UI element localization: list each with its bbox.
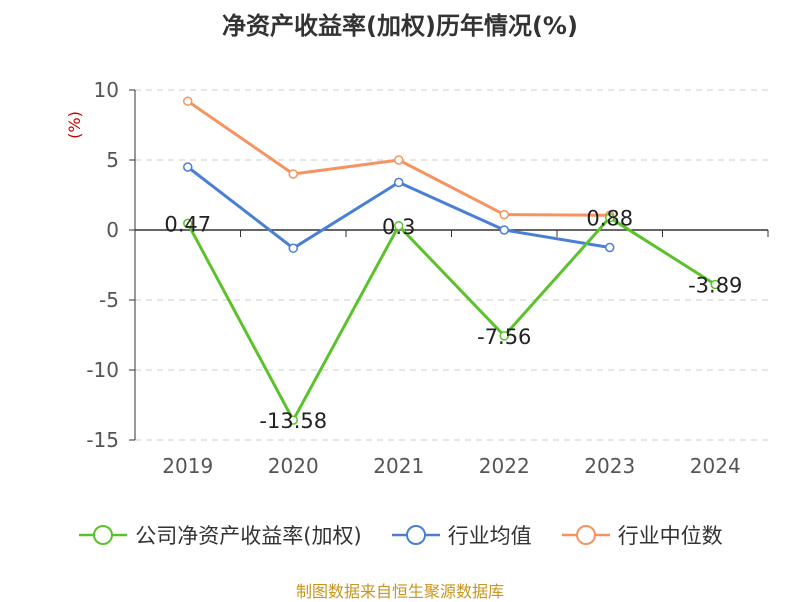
data-point xyxy=(499,225,509,235)
y-tick-label: -5 xyxy=(99,288,119,312)
data-point xyxy=(499,331,509,341)
data-point xyxy=(288,243,298,253)
legend-item[interactable]: 行业均值 xyxy=(390,520,532,550)
data-point xyxy=(394,177,404,188)
legend-item[interactable]: 公司净资产收益率(加权) xyxy=(77,520,362,550)
legend-marker xyxy=(575,525,596,545)
legend: 公司净资产收益率(加权) 行业均值 行业中位数 xyxy=(0,520,800,550)
data-point xyxy=(183,218,193,229)
y-tick-label: 0 xyxy=(106,218,119,242)
data-labels: 0.47 -13.58 0.3 -7.56 0.88 -3.89 xyxy=(164,207,742,433)
legend-marker xyxy=(405,525,426,545)
series-line xyxy=(186,216,717,422)
series xyxy=(183,96,720,425)
grid-lines xyxy=(135,89,768,441)
legend-marker xyxy=(93,525,114,545)
y-tick-label: -10 xyxy=(86,358,119,382)
x-tick-label: 2024 xyxy=(690,454,741,478)
data-point xyxy=(394,221,404,231)
x-tick-label: 2020 xyxy=(268,454,319,478)
data-point xyxy=(288,169,298,179)
y-tick-label: -15 xyxy=(86,428,119,452)
data-label: -7.56 xyxy=(477,325,531,349)
data-point xyxy=(183,162,193,172)
legend-line-circle-icon xyxy=(561,525,610,545)
data-point xyxy=(499,209,509,220)
legend-label: 行业中位数 xyxy=(617,524,723,548)
data-point xyxy=(605,212,615,223)
x-tick-label: 2022 xyxy=(479,454,530,478)
data-point xyxy=(288,415,298,425)
data-point xyxy=(394,155,404,165)
x-tick-label: 2019 xyxy=(162,454,213,478)
legend-label: 行业均值 xyxy=(447,524,532,548)
data-label: 0.88 xyxy=(586,207,633,231)
source-note: 制图数据来自恒生聚源数据库 xyxy=(295,582,504,601)
legend-item[interactable]: 行业中位数 xyxy=(560,520,723,550)
legend-line-circle-icon xyxy=(391,525,440,545)
x-tick-label: 2023 xyxy=(584,454,635,478)
chart-title: 净资产收益率(加权)历年情况(%) xyxy=(222,12,578,40)
y-tick-label: 5 xyxy=(106,148,119,172)
data-label: -3.89 xyxy=(688,273,742,297)
data-point xyxy=(710,279,720,290)
data-label: 0.3 xyxy=(382,215,415,239)
data-label: -13.58 xyxy=(259,409,327,433)
data-point xyxy=(183,96,193,106)
x-tick-label: 2021 xyxy=(373,454,424,478)
data-label: 0.47 xyxy=(164,212,211,236)
data-point xyxy=(605,242,615,253)
legend-label: 公司净资产收益率(加权) xyxy=(135,524,362,548)
axes: 10 5 0 -5 -10 -15 2019 2020 2021 2022 2023 2024 xyxy=(86,78,769,478)
y-tick-label: 10 xyxy=(94,78,119,102)
y-axis-label: (%) xyxy=(65,111,84,139)
legend-line-circle-icon xyxy=(79,525,128,545)
